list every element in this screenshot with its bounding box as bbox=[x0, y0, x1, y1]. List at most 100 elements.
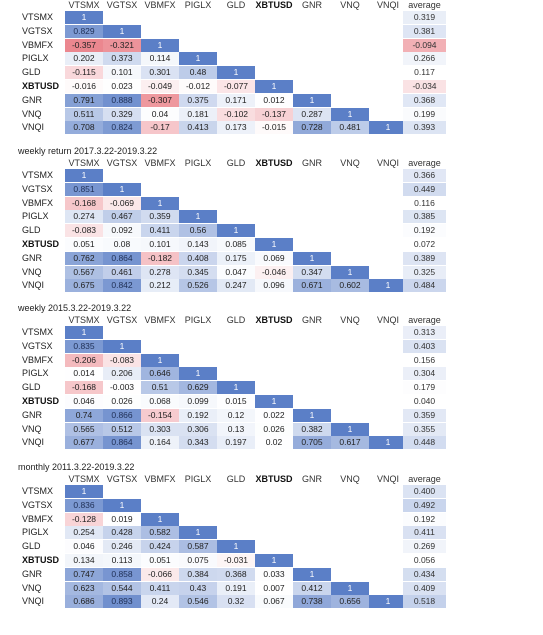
column-header: VBMFX bbox=[144, 474, 176, 484]
correlation-cell: 1 bbox=[293, 251, 331, 265]
average-cell: -0.034 bbox=[403, 80, 446, 93]
average-cell: 0.409 bbox=[403, 581, 446, 595]
correlation-cell: 0.412 bbox=[293, 581, 331, 595]
row-label: GLD bbox=[22, 541, 41, 552]
correlation-cell: 0.686 bbox=[65, 595, 103, 609]
correlation-cell: 0.835 bbox=[65, 339, 103, 353]
column-header: VNQI bbox=[376, 474, 399, 484]
correlation-table-2: weekly return 2017.3.22-2019.3.22 VTSMX VG… bbox=[0, 146, 543, 316]
correlation-cell: 1 bbox=[331, 265, 369, 279]
column-header: VTSMX bbox=[68, 315, 100, 325]
average-cell: 0.403 bbox=[403, 339, 446, 353]
correlation-cell: -0.206 bbox=[65, 353, 103, 367]
correlation-cell: 1 bbox=[217, 381, 255, 395]
average-cell: 0.179 bbox=[403, 381, 446, 395]
row-label: VGTSX bbox=[22, 499, 53, 510]
column-header: XBTUSD bbox=[255, 315, 293, 325]
correlation-cell: 0.254 bbox=[65, 526, 103, 540]
column-header: GLD bbox=[226, 474, 246, 484]
row-label: VBMFX bbox=[22, 39, 54, 50]
correlation-cell: 0.012 bbox=[255, 93, 293, 107]
average-header: average bbox=[408, 474, 441, 484]
correlation-cell: 0.085 bbox=[217, 238, 255, 251]
correlation-cell: 1 bbox=[331, 581, 369, 595]
column-header: VGTSX bbox=[106, 158, 138, 168]
correlation-cell: 1 bbox=[103, 182, 141, 196]
correlation-cell: 0.015 bbox=[217, 395, 255, 408]
row-label: VNQI bbox=[22, 280, 45, 291]
average-cell: 0.389 bbox=[403, 251, 446, 265]
average-cell: 0.192 bbox=[403, 224, 446, 238]
correlation-cell: 0.705 bbox=[293, 436, 331, 450]
column-header: XBTUSD bbox=[255, 0, 293, 10]
row-label: XBTUSD bbox=[22, 239, 60, 249]
correlation-cell: 1 bbox=[103, 339, 141, 353]
correlation-cell: 0.046 bbox=[65, 395, 103, 408]
column-header: VGTSX bbox=[106, 474, 138, 484]
correlation-cell: -0.003 bbox=[103, 381, 141, 395]
correlation-cell: 0.43 bbox=[179, 581, 217, 595]
correlation-cell: 0.656 bbox=[331, 595, 369, 609]
correlation-cell: 0.202 bbox=[65, 52, 103, 66]
row-label: VNQ bbox=[22, 266, 42, 277]
average-cell: 0.156 bbox=[403, 353, 446, 367]
column-header: GLD bbox=[226, 315, 246, 325]
column-header: XBTUSD bbox=[255, 474, 293, 484]
correlation-cell: 0.051 bbox=[65, 238, 103, 251]
correlation-cell: 0.343 bbox=[179, 436, 217, 450]
correlation-cell: 0.022 bbox=[255, 408, 293, 422]
correlation-cell: -0.17 bbox=[141, 121, 179, 135]
average-cell: 0.484 bbox=[403, 279, 446, 293]
column-header: VTSMX bbox=[68, 0, 100, 10]
correlation-cell: 0.171 bbox=[217, 93, 255, 107]
correlation-cell: 0.617 bbox=[331, 436, 369, 450]
correlation-cell: 0.143 bbox=[179, 238, 217, 251]
correlation-cell: 0.046 bbox=[65, 540, 103, 554]
column-header: VTSMX bbox=[68, 474, 100, 484]
correlation-cell: 0.047 bbox=[217, 265, 255, 279]
average-cell: 0.313 bbox=[403, 326, 446, 339]
average-cell: 0.434 bbox=[403, 567, 446, 581]
average-cell: -0.094 bbox=[403, 38, 446, 52]
average-cell: 0.355 bbox=[403, 422, 446, 436]
correlation-cell: -0.083 bbox=[103, 353, 141, 367]
correlation-cell: 0.026 bbox=[255, 422, 293, 436]
correlation-cell: 0.033 bbox=[255, 567, 293, 581]
correlation-cell: 0.24 bbox=[141, 595, 179, 609]
row-label: PIGLX bbox=[22, 53, 49, 64]
correlation-cell: 1 bbox=[217, 224, 255, 238]
correlation-cell: -0.154 bbox=[141, 408, 179, 422]
correlation-cell: 0.026 bbox=[103, 395, 141, 408]
average-cell: 0.056 bbox=[403, 554, 446, 567]
correlation-cell: 0.173 bbox=[217, 121, 255, 135]
correlation-cell: 1 bbox=[369, 436, 407, 450]
column-header: VNQ bbox=[340, 0, 360, 10]
correlation-cell: -0.115 bbox=[65, 66, 103, 80]
row-label: VGTSX bbox=[22, 25, 53, 36]
correlation-cell: 0.675 bbox=[65, 279, 103, 293]
correlation-cell: 0.864 bbox=[103, 436, 141, 450]
correlation-cell: 0.04 bbox=[141, 107, 179, 121]
row-label: VNQI bbox=[22, 437, 45, 448]
correlation-table-1: VTSMX VGTSX VBMFX PIGLX GLD XBTUSD GNR VNQ VNQI a… bbox=[0, 0, 543, 158]
correlation-cell: 0.32 bbox=[217, 595, 255, 609]
correlation-cell: -0.083 bbox=[65, 224, 103, 238]
correlation-cell: -0.182 bbox=[141, 251, 179, 265]
correlation-cell: -0.012 bbox=[179, 80, 217, 93]
correlation-cell: -0.016 bbox=[65, 80, 103, 93]
correlation-cell: 0.347 bbox=[293, 265, 331, 279]
row-label: VNQI bbox=[22, 596, 45, 607]
average-cell: 0.411 bbox=[403, 526, 446, 540]
average-cell: 0.199 bbox=[403, 107, 446, 121]
average-cell: 0.381 bbox=[403, 24, 446, 38]
correlation-cell: 0.858 bbox=[103, 567, 141, 581]
column-header: VNQ bbox=[340, 315, 360, 325]
correlation-cell: 1 bbox=[65, 326, 103, 339]
average-cell: 0.072 bbox=[403, 238, 446, 251]
correlation-cell: 0.12 bbox=[217, 408, 255, 422]
column-header: VBMFX bbox=[144, 315, 176, 325]
correlation-cell: 0.023 bbox=[103, 80, 141, 93]
correlation-cell: 0.411 bbox=[141, 224, 179, 238]
correlation-cell: -0.307 bbox=[141, 93, 179, 107]
correlation-cell: 0.791 bbox=[65, 93, 103, 107]
